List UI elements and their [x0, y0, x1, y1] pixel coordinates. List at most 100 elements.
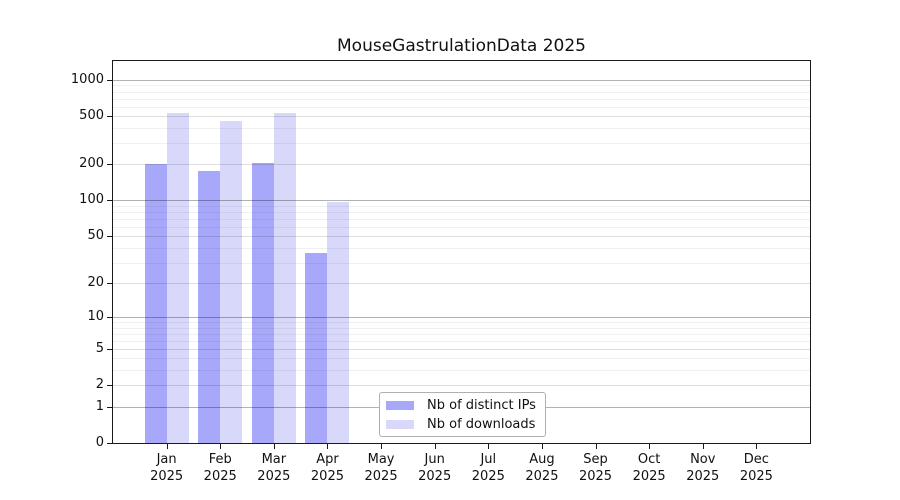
y-tick-label-200: 200	[79, 156, 104, 172]
x-tick-year: 2025	[686, 469, 720, 484]
gridline-100	[113, 200, 810, 202]
gridline-6	[113, 340, 810, 342]
x-tick-label-oct: Oct 2025	[619, 451, 679, 485]
gridline-800	[113, 91, 810, 93]
x-tick-mark-sep	[595, 444, 597, 449]
x-tick-month: Aug	[529, 452, 555, 467]
bar-nb-of-distinct-ips-mar	[251, 163, 274, 443]
y-tick-mark-1000	[107, 79, 113, 81]
legend-label: Nb of downloads	[427, 416, 536, 432]
y-tick-mark-0	[107, 443, 113, 444]
bar-nb-of-downloads-jan	[166, 113, 189, 443]
gridline-1000	[113, 79, 810, 81]
x-tick-label-feb: Feb 2025	[190, 451, 250, 485]
gridline-4	[113, 358, 810, 360]
legend-swatch	[386, 419, 414, 429]
gridline-600	[113, 106, 810, 108]
bar-nb-of-distinct-ips-jan	[144, 164, 167, 443]
gridline-10	[113, 316, 810, 318]
x-tick-month: Nov	[690, 452, 716, 467]
legend: Nb of distinct IPs Nb of downloads	[379, 392, 546, 437]
x-tick-year: 2025	[525, 469, 559, 484]
x-tick-label-nov: Nov 2025	[673, 451, 733, 485]
y-tick-label-2: 2	[95, 377, 104, 393]
x-tick-mark-jun	[434, 444, 436, 449]
x-tick-mark-apr	[327, 444, 329, 449]
x-tick-month: May	[367, 452, 395, 467]
x-tick-month: Sep	[583, 452, 608, 467]
x-tick-label-mar: Mar 2025	[244, 451, 304, 485]
x-tick-label-dec: Dec 2025	[726, 451, 786, 485]
x-tick-year: 2025	[632, 469, 666, 484]
gridline-2	[113, 385, 810, 387]
y-tick-mark-100	[107, 200, 113, 202]
y-tick-mark-20	[107, 283, 113, 284]
plot-area	[112, 60, 811, 444]
bar-nb-of-downloads-apr	[327, 202, 350, 443]
x-tick-year: 2025	[150, 469, 184, 484]
x-tick-year: 2025	[257, 469, 291, 484]
y-tick-label-500: 500	[79, 108, 104, 124]
gridline-50	[113, 236, 810, 238]
legend-item-nb-of-distinct-ips: Nb of distinct IPs	[386, 397, 536, 413]
y-tick-mark-1	[107, 406, 113, 408]
gridline-8	[113, 327, 810, 329]
x-tick-year: 2025	[310, 469, 344, 484]
y-tick-mark-10	[107, 316, 113, 318]
x-tick-mark-dec	[756, 444, 758, 449]
legend-swatch	[386, 400, 414, 410]
bar-nb-of-distinct-ips-feb	[198, 170, 221, 443]
x-tick-month: Jan	[156, 452, 177, 467]
x-tick-label-jul: Jul 2025	[458, 451, 518, 485]
y-tick-label-100: 100	[79, 192, 104, 208]
gridline-3	[113, 370, 810, 372]
x-tick-year: 2025	[203, 469, 237, 484]
bar-nb-of-downloads-feb	[220, 121, 243, 443]
x-tick-label-sep: Sep 2025	[566, 451, 626, 485]
gridline-20	[113, 283, 810, 284]
x-tick-month: Dec	[743, 452, 769, 467]
x-tick-mark-may	[381, 444, 383, 449]
y-tick-mark-5	[107, 348, 113, 350]
x-tick-label-jun: Jun 2025	[405, 451, 465, 485]
x-tick-label-aug: Aug 2025	[512, 451, 572, 485]
x-tick-month: Apr	[316, 452, 339, 467]
x-tick-mark-nov	[702, 444, 704, 449]
legend-label: Nb of distinct IPs	[427, 397, 536, 413]
y-tick-label-50: 50	[87, 228, 104, 244]
y-tick-label-5: 5	[95, 340, 104, 356]
x-tick-mark-jul	[488, 444, 490, 449]
x-tick-mark-jan	[166, 444, 168, 449]
x-tick-mark-oct	[649, 444, 651, 449]
x-tick-year: 2025	[418, 469, 452, 484]
y-tick-label-10: 10	[87, 308, 104, 324]
y-tick-mark-200	[107, 164, 113, 166]
x-tick-label-apr: Apr 2025	[297, 451, 357, 485]
y-tick-label-20: 20	[87, 275, 104, 290]
gridline-5	[113, 348, 810, 350]
x-tick-month: Jul	[480, 452, 497, 467]
y-tick-label-1000: 1000	[70, 71, 104, 87]
x-tick-year: 2025	[578, 469, 613, 484]
gridline-900	[113, 85, 810, 87]
x-tick-year: 2025	[739, 469, 773, 484]
gridline-500	[113, 116, 810, 118]
gridline-80	[113, 212, 810, 214]
x-tick-month: Oct	[637, 452, 661, 467]
gridline-70	[113, 218, 810, 220]
y-tick-mark-50	[107, 236, 113, 238]
x-tick-month: Mar	[261, 452, 287, 467]
x-tick-month: Feb	[208, 452, 232, 467]
gridline-200	[113, 164, 810, 166]
gridline-40	[113, 247, 810, 249]
x-tick-year: 2025	[471, 469, 505, 484]
legend-item-nb-of-downloads: Nb of downloads	[386, 416, 536, 432]
gridline-90	[113, 205, 810, 207]
chart-title: MouseGastrulationData 2025	[337, 36, 586, 56]
x-tick-mark-aug	[541, 444, 543, 449]
gridline-60	[113, 226, 810, 228]
x-tick-mark-feb	[220, 444, 222, 449]
gridline-30	[113, 262, 810, 264]
gridline-400	[113, 128, 810, 130]
